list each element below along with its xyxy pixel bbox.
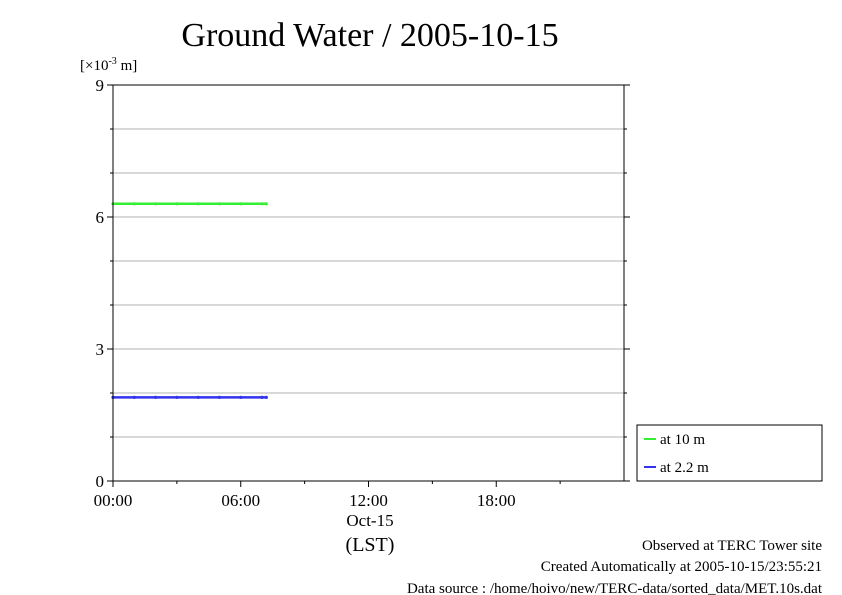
x-tick-label: 00:00 <box>94 491 133 510</box>
series-point-0 <box>175 202 179 206</box>
series-point-1 <box>264 395 268 399</box>
x-tick-label: 06:00 <box>221 491 260 510</box>
series-point-0 <box>264 202 268 206</box>
series-point-0 <box>239 202 243 206</box>
y-tick-label: 0 <box>96 472 105 491</box>
x-axis-title: (LST) <box>346 534 395 556</box>
grid <box>113 128 624 438</box>
series-point-1 <box>175 395 179 399</box>
legend: at 10 m at 2.2 m <box>636 424 823 482</box>
series-point-1 <box>153 395 158 399</box>
y-tick-label: 9 <box>96 76 105 95</box>
x-tick-label: 12:00 <box>349 491 388 510</box>
series-point-0 <box>132 202 136 206</box>
y-tick-label: 6 <box>96 208 105 227</box>
footer-observed: Observed at TERC Tower site <box>642 538 822 554</box>
legend-label-at-10m: at 10 m <box>660 432 705 448</box>
series-point-0 <box>260 202 264 206</box>
chart-title: Ground Water / 2005-10-15 <box>181 17 558 54</box>
series-point-0 <box>217 202 222 206</box>
x-axis-date-label: Oct-15 <box>346 511 393 530</box>
series-point-1 <box>132 395 136 399</box>
plot-frame <box>112 84 625 482</box>
series-point-1 <box>196 395 200 399</box>
series-group <box>111 202 268 399</box>
series-point-0 <box>153 202 158 206</box>
series-point-1 <box>260 395 264 399</box>
legend-box <box>636 424 823 482</box>
axes: 0 3 6 9 00:00 06:00 12:00 18:00 <box>94 76 630 510</box>
series-point-1 <box>239 395 243 399</box>
footer-data-source: Data source : /home/hoivo/new/TERC-data/… <box>407 581 823 595</box>
legend-label-at-2-2m: at 2.2 m <box>660 460 709 476</box>
footer-created: Created Automatically at 2005-10-15/23:5… <box>541 559 822 575</box>
y-tick-label: 3 <box>96 340 105 359</box>
series-point-1 <box>217 395 222 399</box>
y-axis-unit-label: [×10-3 m] <box>80 56 137 74</box>
series-point-0 <box>196 202 200 206</box>
x-tick-label: 18:00 <box>477 491 516 510</box>
